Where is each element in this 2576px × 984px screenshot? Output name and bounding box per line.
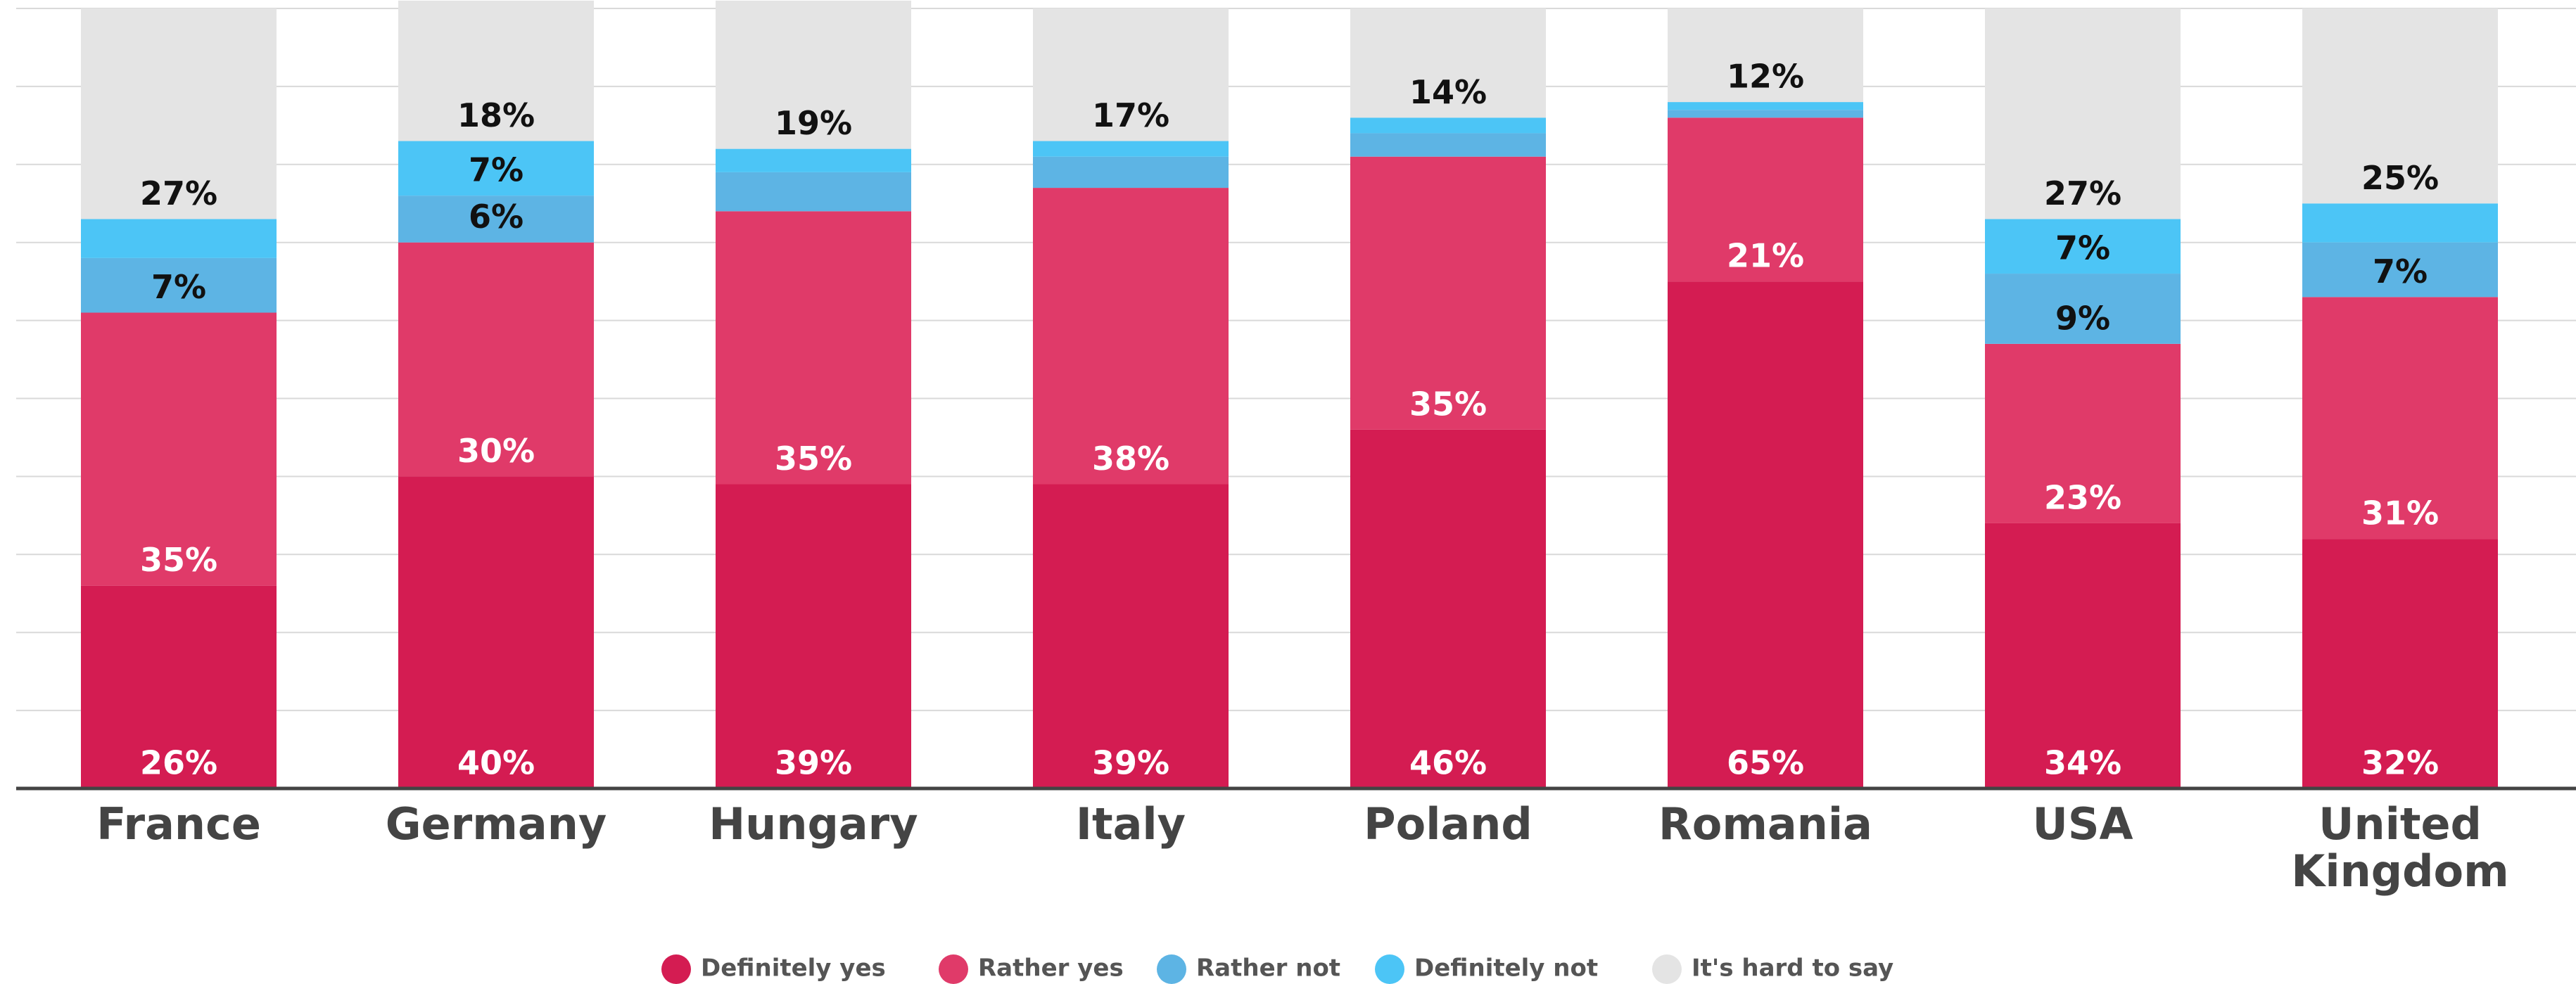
data-label: 7% — [2373, 253, 2428, 290]
legend-marker — [661, 954, 691, 984]
legend-marker — [1157, 954, 1186, 984]
data-label: 35% — [140, 541, 217, 579]
bar-segment — [81, 257, 277, 313]
data-label: 7% — [151, 268, 206, 306]
data-label: 23% — [2044, 478, 2121, 516]
x-tick-label: Italy — [1076, 798, 1186, 850]
bar-segment — [398, 242, 594, 477]
data-label: 7% — [469, 151, 524, 189]
legend-label: Rather not — [1196, 954, 1340, 983]
legend-label: Definitely not — [1414, 954, 1598, 983]
bar-segment — [1668, 281, 1863, 788]
data-label: 34% — [2044, 744, 2121, 782]
bar-segment — [2302, 539, 2498, 788]
data-label: 39% — [775, 744, 852, 782]
bar-segment — [1033, 156, 1229, 189]
data-label: 27% — [140, 174, 217, 212]
bar-segment — [81, 8, 277, 219]
x-tick-label: Poland — [1364, 798, 1533, 850]
data-label: 12% — [1727, 58, 1804, 96]
data-label: 31% — [2361, 494, 2439, 532]
data-label: 18% — [457, 96, 535, 134]
data-label: 21% — [1727, 237, 1804, 275]
legend-label: Definitely yes — [701, 954, 886, 983]
data-label: 35% — [775, 440, 852, 478]
data-label: 26% — [140, 744, 217, 782]
legend-label: Rather yes — [978, 954, 1124, 983]
bar-segment — [2302, 203, 2498, 243]
x-tick-label: Germany — [386, 798, 607, 850]
data-label: 7% — [2055, 229, 2110, 267]
bar-segment — [2302, 297, 2498, 539]
legend-marker — [1652, 954, 1682, 984]
data-label: 40% — [457, 744, 535, 782]
data-label: 9% — [2055, 299, 2110, 337]
bar-segment — [398, 476, 594, 788]
bar-segment — [81, 219, 277, 258]
x-tick-label: France — [96, 798, 261, 850]
x-tick-label: Romania — [1658, 798, 1872, 850]
data-label: 14% — [1409, 73, 1487, 111]
x-tick-label: Hungary — [709, 798, 918, 850]
data-label: 39% — [1092, 744, 1169, 782]
data-label: 35% — [1409, 385, 1487, 423]
x-tick-label: USA — [2033, 798, 2133, 850]
data-label: 38% — [1092, 440, 1169, 478]
x-tick-label: United Kingdom — [2291, 798, 2508, 897]
bar-segment — [1350, 156, 1546, 430]
data-label: 65% — [1727, 744, 1804, 782]
legend-marker — [1375, 954, 1404, 984]
bar-segment — [716, 211, 911, 485]
bar-segment — [81, 585, 277, 788]
bar-segment — [398, 141, 594, 196]
bar-segment — [81, 312, 277, 586]
bar-segment — [1668, 102, 1863, 110]
legend-marker — [939, 954, 968, 984]
bar-segment — [716, 484, 911, 788]
bar-segment — [1985, 274, 2181, 344]
bar-segment — [398, 196, 594, 243]
bar-segment — [398, 0, 594, 141]
data-label: 17% — [1092, 96, 1169, 134]
data-label: 32% — [2361, 744, 2439, 782]
bar-segment — [1985, 523, 2181, 788]
data-label: 6% — [469, 198, 524, 236]
bar-segment — [716, 0, 911, 149]
bar-segment — [716, 148, 911, 172]
data-label: 30% — [457, 432, 535, 470]
legend-label: It's hard to say — [1692, 954, 1893, 983]
bar-segment — [1668, 8, 1863, 103]
bar-segment — [716, 172, 911, 212]
bar-segment — [1985, 343, 2181, 523]
bar-segment — [1350, 8, 1546, 118]
data-label: 19% — [775, 104, 852, 142]
bar-segment — [1033, 8, 1229, 141]
bar-segment — [1985, 219, 2181, 274]
legend: Definitely yes Rather yes Rather not Defini… — [661, 954, 1893, 984]
bar-segment — [1668, 117, 1863, 282]
bar-segment — [1668, 110, 1863, 118]
bar-segment — [1033, 484, 1229, 788]
bar-segment — [1350, 117, 1546, 134]
bar-segment — [2302, 8, 2498, 204]
bar-segment — [1350, 133, 1546, 157]
bar-segment — [2302, 242, 2498, 298]
data-label: 27% — [2044, 174, 2121, 212]
data-label: 46% — [1409, 744, 1487, 782]
bar-segment — [1033, 141, 1229, 157]
bar-segment — [1033, 188, 1229, 485]
bar-segment — [1985, 8, 2181, 219]
bar-segment — [1350, 429, 1546, 788]
data-label: 25% — [2361, 159, 2439, 197]
